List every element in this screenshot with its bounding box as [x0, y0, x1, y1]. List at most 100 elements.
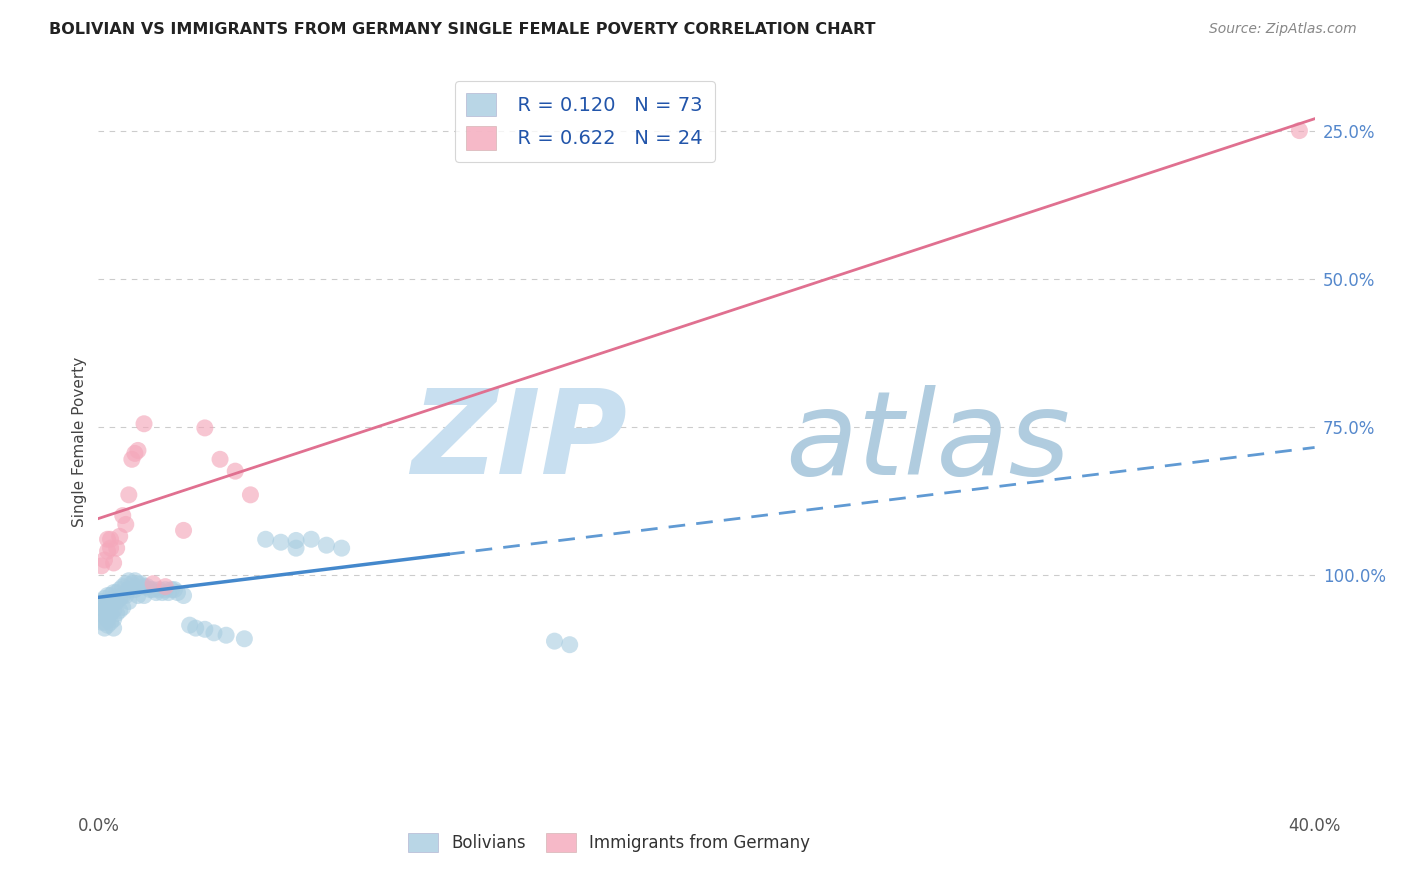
- Point: [543, 634, 565, 648]
- Point: [285, 541, 308, 556]
- Point: [224, 464, 246, 478]
- Legend: Bolivians, Immigrants from Germany: Bolivians, Immigrants from Germany: [401, 826, 817, 859]
- Point: [121, 452, 143, 467]
- Point: [108, 582, 131, 597]
- Point: [233, 632, 256, 646]
- Point: [136, 580, 159, 594]
- Point: [96, 618, 118, 632]
- Point: [93, 621, 115, 635]
- Point: [100, 589, 122, 603]
- Point: [90, 558, 112, 573]
- Point: [299, 533, 322, 547]
- Text: ZIP: ZIP: [412, 384, 627, 499]
- Point: [139, 582, 162, 597]
- Point: [118, 488, 141, 502]
- Point: [111, 589, 134, 603]
- Point: [90, 607, 112, 621]
- Point: [93, 609, 115, 624]
- Point: [111, 508, 134, 523]
- Point: [100, 607, 122, 621]
- Point: [103, 603, 125, 617]
- Point: [202, 625, 225, 640]
- Point: [111, 580, 134, 594]
- Point: [90, 615, 112, 630]
- Point: [100, 598, 122, 612]
- Point: [96, 544, 118, 558]
- Text: atlas: atlas: [786, 384, 1070, 499]
- Point: [114, 517, 136, 532]
- Text: Source: ZipAtlas.com: Source: ZipAtlas.com: [1209, 22, 1357, 37]
- Point: [96, 589, 118, 603]
- Point: [330, 541, 353, 556]
- Point: [254, 533, 277, 547]
- Point: [96, 533, 118, 547]
- Point: [121, 576, 143, 591]
- Point: [209, 452, 232, 467]
- Point: [166, 585, 188, 599]
- Y-axis label: Single Female Poverty: Single Female Poverty: [72, 357, 87, 526]
- Point: [105, 585, 128, 599]
- Point: [100, 615, 122, 630]
- Point: [145, 585, 167, 599]
- Point: [239, 488, 262, 502]
- Point: [215, 628, 238, 642]
- Point: [124, 446, 146, 460]
- Point: [150, 585, 173, 599]
- Point: [100, 533, 122, 547]
- Point: [105, 541, 128, 556]
- Point: [132, 589, 155, 603]
- Point: [179, 618, 201, 632]
- Point: [118, 574, 141, 588]
- Point: [160, 582, 183, 597]
- Point: [127, 576, 149, 591]
- Point: [173, 524, 195, 538]
- Point: [1288, 123, 1310, 137]
- Point: [194, 622, 217, 636]
- Point: [558, 638, 581, 652]
- Point: [105, 594, 128, 608]
- Point: [157, 585, 180, 599]
- Point: [132, 417, 155, 431]
- Point: [118, 582, 141, 597]
- Point: [103, 585, 125, 599]
- Point: [93, 598, 115, 612]
- Point: [173, 589, 195, 603]
- Point: [93, 603, 115, 617]
- Point: [163, 582, 186, 597]
- Point: [108, 591, 131, 606]
- Point: [194, 421, 217, 435]
- Point: [108, 603, 131, 617]
- Point: [108, 529, 131, 543]
- Point: [103, 556, 125, 570]
- Point: [315, 538, 337, 552]
- Text: BOLIVIAN VS IMMIGRANTS FROM GERMANY SINGLE FEMALE POVERTY CORRELATION CHART: BOLIVIAN VS IMMIGRANTS FROM GERMANY SING…: [49, 22, 876, 37]
- Point: [90, 594, 112, 608]
- Point: [127, 443, 149, 458]
- Point: [285, 533, 308, 548]
- Point: [100, 541, 122, 556]
- Point: [142, 582, 165, 597]
- Point: [270, 535, 292, 549]
- Point: [96, 603, 118, 617]
- Point: [114, 589, 136, 603]
- Point: [96, 612, 118, 626]
- Point: [93, 553, 115, 567]
- Point: [129, 576, 152, 591]
- Point: [111, 600, 134, 615]
- Point: [103, 621, 125, 635]
- Point: [103, 612, 125, 626]
- Point: [142, 576, 165, 591]
- Point: [96, 598, 118, 612]
- Point: [124, 574, 146, 588]
- Point: [132, 580, 155, 594]
- Point: [124, 582, 146, 597]
- Point: [103, 594, 125, 608]
- Point: [114, 576, 136, 591]
- Point: [148, 582, 170, 597]
- Point: [184, 621, 207, 635]
- Point: [155, 580, 177, 594]
- Point: [105, 607, 128, 621]
- Point: [93, 591, 115, 606]
- Point: [118, 594, 141, 608]
- Point: [90, 600, 112, 615]
